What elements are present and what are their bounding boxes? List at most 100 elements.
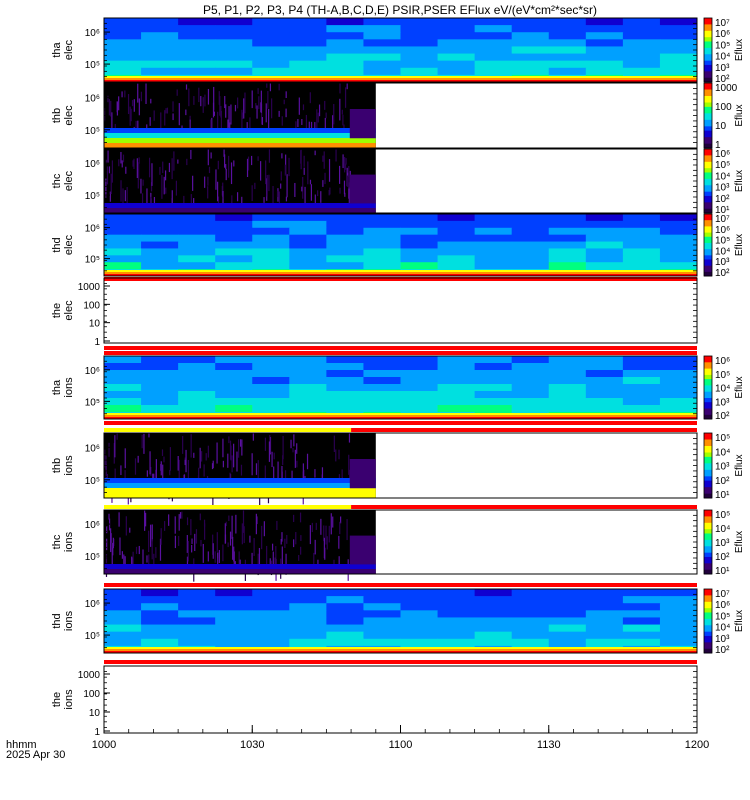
colorbar-segment — [704, 441, 712, 445]
spectrogram-cell — [215, 227, 253, 236]
colorbar-tick-label: 10⁴ — [715, 384, 730, 395]
spectrogram-cell — [363, 589, 401, 597]
spectrogram-cell — [474, 53, 513, 62]
spectrogram-cell — [280, 171, 282, 181]
spectrogram-cell — [215, 405, 253, 413]
spectrogram-cell — [548, 18, 587, 26]
spectrogram-cell — [257, 156, 259, 161]
colorbar-segment — [704, 249, 712, 252]
spectrogram-cell — [216, 442, 218, 464]
spectrogram-cell — [300, 149, 302, 170]
spectrogram-cell — [437, 32, 476, 40]
spectrogram-cell — [251, 185, 253, 202]
spectrogram-cell — [178, 377, 216, 385]
spectrogram-cell — [104, 398, 142, 406]
spectrogram-cell — [146, 470, 148, 477]
spectrogram-cell — [148, 530, 150, 552]
spectrogram-cell — [511, 370, 550, 378]
spectrogram-cell — [185, 449, 187, 473]
colorbar-segment — [704, 456, 712, 460]
spectrogram-cell — [328, 525, 330, 543]
colorbar-segment — [704, 640, 712, 643]
spectrogram-cell — [299, 512, 302, 523]
spectrogram-cell — [191, 538, 193, 544]
colorbar-tick-label: 10³ — [715, 397, 730, 408]
spectrogram-band — [104, 203, 376, 208]
spectrogram-cell — [192, 175, 194, 191]
spectrogram-cell — [326, 631, 364, 640]
colorbar-segment — [704, 544, 712, 547]
colorbar-segment — [704, 172, 712, 176]
spectrogram-cell — [178, 398, 216, 406]
spectrogram-cell — [306, 453, 309, 470]
y-tick-label: 10⁵ — [85, 552, 100, 563]
colorbar-tick-label: 10⁶ — [715, 29, 730, 40]
spectrogram-cell — [326, 214, 364, 222]
spectrogram-cell — [252, 234, 290, 243]
spectrogram-cell — [160, 463, 162, 471]
spectrogram-cell — [168, 162, 171, 173]
spectrogram-cell — [659, 67, 697, 76]
spectrogram-cell — [104, 377, 142, 385]
spectrogram-cell — [178, 514, 180, 531]
spectrogram-cell — [210, 152, 212, 159]
spectrogram-cell — [142, 549, 144, 571]
spectrogram-cell — [179, 512, 182, 519]
spectrogram-cell — [548, 32, 587, 40]
colorbar-segment — [704, 261, 712, 265]
colorbar-segment — [704, 69, 712, 72]
colorbar-tick-label: 10² — [715, 411, 730, 422]
spectrogram-cell — [280, 183, 282, 189]
colorbar-segment — [704, 485, 712, 488]
spectrogram-cell — [121, 91, 123, 98]
spectrogram-cell — [323, 525, 325, 542]
spectrogram-cell — [171, 158, 173, 180]
spectrogram-cell — [178, 610, 216, 618]
spectrogram-cell — [400, 370, 439, 378]
spectrogram-cell — [511, 610, 550, 618]
spectrogram-cell — [243, 526, 245, 544]
spectrogram-cell — [585, 262, 624, 270]
spectrogram-cell — [585, 617, 624, 626]
colorbar-segment — [704, 593, 712, 596]
spectrogram-cell — [190, 149, 192, 160]
spectrogram-cell — [659, 370, 697, 378]
spectrogram-band — [104, 76, 697, 78]
spectrogram-cell — [214, 551, 216, 563]
spectrogram-cell — [548, 39, 587, 47]
spectrogram-cell — [285, 108, 287, 118]
spectrogram-cell — [247, 156, 250, 171]
colorbar-segment — [704, 245, 712, 248]
spectrogram-cell — [622, 241, 661, 249]
colorbar-segment — [704, 644, 712, 648]
spectrogram-cell — [269, 83, 272, 92]
spectrogram-cell — [326, 398, 364, 406]
colorbar-segment — [704, 618, 712, 622]
spectrogram-cell — [400, 234, 439, 243]
spectrogram-cell — [363, 46, 401, 55]
spectrogram-cell — [215, 384, 253, 392]
colorbar-frame — [703, 213, 713, 277]
spectrogram-cell — [291, 470, 293, 483]
spectrogram-cell — [326, 536, 328, 550]
spectrogram-band — [104, 208, 376, 213]
spectrogram-cell — [346, 175, 349, 187]
spectrogram-cell — [474, 18, 513, 26]
spectrogram-cell — [118, 512, 120, 527]
spectrogram-cell — [329, 187, 331, 195]
colorbar-segment — [704, 368, 712, 372]
colorbar-segment — [704, 489, 712, 492]
spectrogram-cell — [225, 168, 227, 181]
spectrogram-cell — [585, 370, 624, 378]
spectrogram-cell — [400, 53, 439, 62]
colorbar-tick-label: 10⁵ — [715, 370, 730, 381]
colorbar-tick-label: 10⁴ — [715, 524, 730, 535]
spectrogram-cell — [163, 456, 165, 463]
spectrogram-cell — [105, 464, 107, 481]
spectrogram-cell — [474, 370, 513, 378]
spectrogram-cell — [265, 160, 267, 185]
spectrogram-cell — [511, 589, 550, 597]
colorbar-segment — [704, 85, 712, 88]
spectrogram-cell — [228, 155, 230, 178]
colorbar-segment — [704, 242, 712, 246]
